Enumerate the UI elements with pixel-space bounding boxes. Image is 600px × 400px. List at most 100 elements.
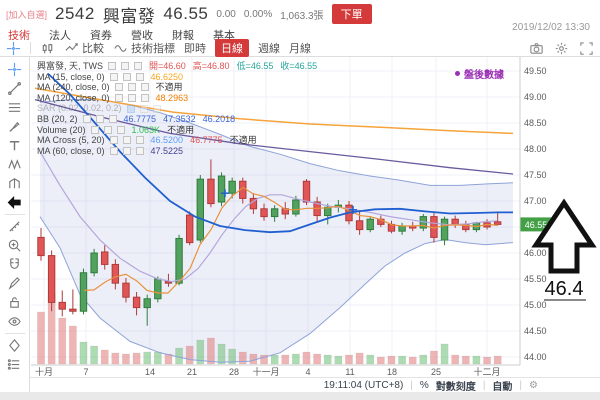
legend-row[interactable]: MA (60, close, 0) 47.5225 — [37, 146, 317, 157]
log-scale-toggle[interactable]: 對數刻度 — [435, 381, 476, 393]
zoom-tool-icon[interactable] — [4, 236, 26, 255]
legend-control-icon[interactable] — [95, 115, 104, 124]
interval-月線[interactable]: 月線 — [289, 43, 311, 55]
indicators-button[interactable]: 技術指標 — [113, 40, 175, 56]
indicator-label: MA (240, close, 0) — [37, 82, 110, 93]
legend-control-icon[interactable] — [109, 136, 118, 145]
legend-row[interactable]: MA Cross (5, 20) 46.5200 46.7775 不適用 — [37, 135, 317, 146]
candle-body — [47, 255, 56, 303]
draw-pencil-tool-icon[interactable] — [4, 274, 26, 293]
legend-row[interactable]: SAR (0.02, 0.02, 0.2) — [37, 103, 317, 114]
ma5-line — [83, 186, 499, 294]
volume-bar — [323, 354, 332, 365]
fib-tool-icon[interactable] — [4, 98, 26, 117]
legend-control-icon[interactable] — [140, 94, 149, 103]
legend-control-icon[interactable] — [109, 72, 118, 81]
auto-scale-toggle[interactable]: 自動 — [492, 381, 513, 393]
tab-財報[interactable]: 財報 — [172, 30, 194, 42]
lock-tool-icon[interactable] — [4, 293, 26, 312]
volume-bar — [355, 352, 364, 365]
legend-control-icon[interactable] — [134, 62, 142, 71]
ma15-line — [39, 151, 498, 283]
gear-icon[interactable] — [554, 41, 569, 56]
crosshair-cursor-icon[interactable] — [6, 41, 21, 56]
legend-control-icon[interactable] — [127, 94, 136, 103]
volume-bar — [461, 355, 470, 365]
interval-週線[interactable]: 週線 — [258, 43, 280, 55]
legend-control-icon[interactable] — [135, 136, 144, 145]
crosshair-tool-icon[interactable] — [4, 60, 26, 79]
legend-control-icon[interactable] — [121, 62, 129, 71]
fullscreen-icon[interactable] — [579, 41, 594, 56]
legend-row[interactable]: BB (20, 2) 46.7775 47.3532 46.2018 — [37, 114, 317, 125]
candle-body — [79, 272, 88, 312]
camera-icon[interactable] — [529, 41, 544, 56]
header: [加入自選] 2542 興富發 46.55 0.00 0.00% 1,063.3… — [0, 0, 600, 28]
volume-bar — [430, 350, 438, 365]
up-arrow-icon — [531, 198, 597, 274]
legend-control-icon[interactable] — [126, 104, 135, 113]
legend-control-icon[interactable] — [90, 125, 99, 134]
volume-bar — [387, 355, 396, 365]
candle-style-icon[interactable] — [40, 41, 55, 56]
ruler-tool-icon[interactable] — [4, 217, 26, 236]
legend-control-icon[interactable] — [135, 147, 144, 156]
text-tool-icon[interactable] — [4, 136, 26, 155]
tab-營收[interactable]: 營收 — [131, 30, 153, 42]
volume-bar — [334, 355, 343, 365]
arrow-marker-tool-icon[interactable] — [4, 193, 26, 212]
legend-row[interactable]: MA (15, close, 0) 46.6250 — [37, 72, 317, 83]
legend-control-icon[interactable] — [116, 125, 125, 134]
window-bottom-strip — [0, 392, 600, 400]
y-axis-label: 46.00 — [524, 248, 547, 258]
object-tree-tool-icon[interactable] — [4, 355, 26, 374]
y-axis-label: 45.50 — [524, 274, 547, 284]
eye-tool-icon[interactable] — [4, 312, 26, 331]
shapes-tool-icon[interactable] — [4, 336, 26, 355]
divider — [4, 214, 25, 215]
legend-control-icon[interactable] — [152, 104, 161, 113]
indicator-value: 不適用 — [167, 124, 195, 135]
indicator-label: BB (20, 2) — [37, 113, 78, 124]
legend-control-icon[interactable] — [139, 104, 148, 113]
interval-日線[interactable]: 日線 — [215, 39, 249, 57]
y-axis-label: 45.00 — [524, 300, 547, 310]
tab-資券[interactable]: 資券 — [90, 30, 112, 42]
legend-control-icon[interactable] — [114, 83, 123, 92]
volume-bar — [292, 353, 300, 365]
legend-control-icon[interactable] — [82, 115, 91, 124]
legend-control-icon[interactable] — [109, 147, 118, 156]
compare-button[interactable]: 比較 — [64, 40, 104, 56]
legend-control-icon[interactable] — [135, 72, 144, 81]
volume-bar — [217, 343, 226, 365]
volume-bar — [164, 353, 173, 365]
legend-control-icon[interactable] — [114, 94, 123, 103]
order-button[interactable]: 下單 — [331, 4, 372, 24]
legend-control-icon[interactable] — [140, 83, 149, 92]
add-watchlist-link[interactable]: [加入自選] — [6, 9, 48, 20]
legend-control-icon[interactable] — [108, 62, 116, 71]
legend-control-icon[interactable] — [103, 125, 112, 134]
pattern-tool-icon[interactable] — [4, 155, 26, 174]
legend-row[interactable]: MA (240, close, 0) 不適用 — [37, 82, 317, 93]
forecast-tool-icon[interactable] — [4, 174, 26, 193]
magnet-tool-icon[interactable] — [4, 255, 26, 274]
legend-control-icon[interactable] — [122, 72, 131, 81]
legend-control-icon[interactable] — [122, 136, 131, 145]
legend-control-icon[interactable] — [108, 115, 117, 124]
after-hours-label: 盤後數據 — [464, 70, 504, 81]
x-axis-label: 十二月 — [473, 366, 500, 377]
legend-control-icon[interactable] — [127, 83, 136, 92]
legend-control-icon[interactable] — [122, 147, 131, 156]
percent-scale-toggle[interactable]: % — [419, 379, 429, 391]
brush-tool-icon[interactable] — [4, 117, 26, 136]
volume-bar — [345, 354, 353, 365]
legend-row[interactable]: MA (120, close, 0) 48.2963 — [37, 93, 317, 104]
scale-settings-gear-icon[interactable]: ⚙ — [529, 379, 538, 391]
interval-即時[interactable]: 即時 — [184, 43, 206, 55]
legend-row[interactable]: 興富發, 天, TWS 開=46.60 高=46.80 低=46.55 收=46.55 — [37, 61, 317, 72]
tab-法人[interactable]: 法人 — [49, 30, 71, 42]
trendline-tool-icon[interactable] — [4, 79, 26, 98]
legend-row[interactable]: Volume (20) 1.063K 不適用 — [37, 125, 317, 136]
